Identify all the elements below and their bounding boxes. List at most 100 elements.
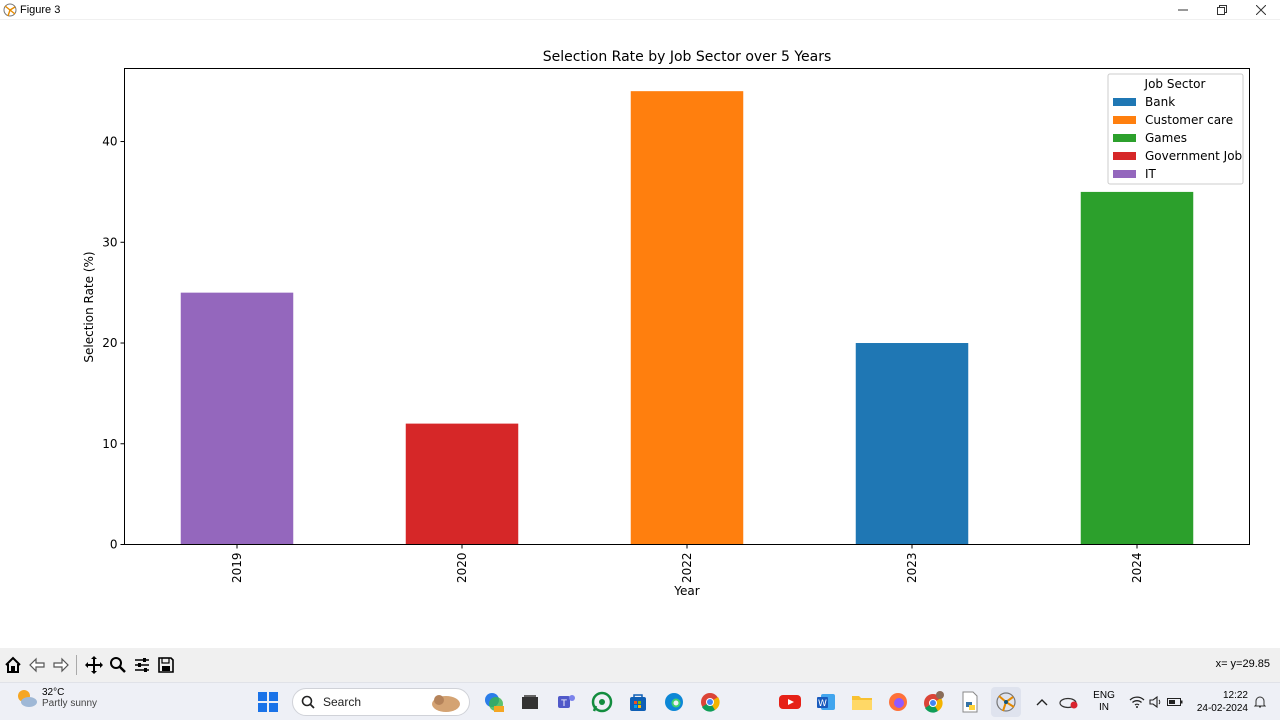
y-tick-label-30: 30: [102, 235, 117, 249]
x-tick-label-2020: 2020: [455, 553, 469, 584]
folder-app[interactable]: [847, 687, 877, 717]
notifications-button[interactable]: [1251, 687, 1269, 717]
legend-label: IT: [1145, 167, 1157, 181]
x-axis-label: Year: [673, 584, 699, 598]
close-button[interactable]: [1241, 0, 1280, 20]
svg-text:W: W: [818, 699, 827, 709]
minimize-button[interactable]: [1163, 0, 1202, 20]
matplotlib-figure-app[interactable]: [991, 687, 1021, 717]
save-button[interactable]: [155, 654, 177, 676]
svg-text:T: T: [560, 699, 567, 709]
whatsapp-app[interactable]: [587, 687, 617, 717]
forward-icon: [53, 657, 69, 673]
x-tick-label-2022: 2022: [680, 553, 694, 584]
wifi-icon: [1129, 696, 1145, 708]
quick-settings-button[interactable]: [1128, 687, 1184, 717]
bar-chart: Selection Rate by Job Sector over 5 Year…: [82, 49, 1250, 598]
search-icon: [301, 695, 315, 709]
firefox-icon: [889, 693, 907, 711]
y-tick-label-40: 40: [102, 135, 117, 149]
python-editor-app[interactable]: [955, 687, 985, 717]
system-clock[interactable]: 12:22 24-02-2024: [1197, 689, 1248, 715]
home-button[interactable]: [2, 654, 24, 676]
chrome-profile-app[interactable]: [919, 687, 949, 717]
matplotlib-app-icon: [3, 3, 17, 16]
search-label: Search: [323, 695, 362, 709]
teams-app[interactable]: T: [551, 687, 581, 717]
pan-button[interactable]: [83, 654, 105, 676]
legend-label: Games: [1145, 131, 1187, 145]
zoom-icon: [110, 657, 126, 673]
y-tick-label-10: 10: [102, 437, 117, 451]
notification-bell-icon: [1254, 696, 1266, 708]
task-view-icon: [522, 695, 538, 709]
configure-icon: [135, 658, 149, 672]
firefox-app[interactable]: [883, 687, 913, 717]
legend-label: Government Job: [1145, 149, 1242, 163]
legend-swatch: [1113, 170, 1136, 178]
legend-swatch: [1113, 152, 1136, 160]
edge-app[interactable]: [659, 687, 689, 717]
weather-condition: Partly sunny: [42, 698, 98, 709]
legend-label: Bank: [1145, 95, 1175, 109]
y-tick-label-0: 0: [110, 538, 118, 552]
legend-title: Job Sector: [1144, 77, 1206, 91]
navigation-toolbar: x= y=29.85: [0, 648, 1280, 682]
forward-button[interactable]: [50, 654, 72, 676]
input-language[interactable]: ENG IN: [1093, 690, 1115, 714]
legend-frame: [1107, 73, 1244, 185]
file-explorer-app[interactable]: [515, 687, 545, 717]
onedrive-status[interactable]: [1058, 687, 1080, 717]
chrome-profile-icon: [924, 691, 944, 713]
start-button[interactable]: [253, 687, 283, 717]
configure-button[interactable]: [131, 654, 153, 676]
word-app[interactable]: W: [811, 687, 841, 717]
save-icon: [158, 657, 174, 673]
legend-label: Customer care: [1145, 113, 1233, 127]
cursor-coordinates: x= y=29.85: [1215, 658, 1270, 670]
show-hidden-icons-button[interactable]: [1032, 687, 1052, 717]
search-highlight-icon: [432, 695, 460, 712]
language-region: IN: [1099, 702, 1109, 713]
plot-frame: [124, 68, 1250, 545]
window-titlebar: Figure 3: [0, 0, 1280, 20]
volume-icon: [1149, 696, 1161, 708]
figure-canvas[interactable]: Selection Rate by Job Sector over 5 Year…: [0, 20, 1280, 648]
store-icon: [630, 694, 646, 711]
legend-entry-games: Games: [1113, 131, 1187, 145]
bar-2020: [405, 423, 519, 545]
python-file-icon: [962, 691, 978, 713]
weather-widget[interactable]: 32°C Partly sunny: [14, 687, 97, 709]
chevron-up-icon: [1036, 699, 1048, 706]
matplotlib-taskbar-icon: [996, 692, 1016, 712]
copilot-app[interactable]: [479, 687, 509, 717]
restore-icon: [1216, 5, 1227, 15]
onedrive-error-icon: [1059, 697, 1078, 709]
legend-swatch: [1113, 134, 1136, 142]
x-tick-label-2024: 2024: [1130, 553, 1144, 584]
legend-entry-bank: Bank: [1113, 95, 1175, 109]
chrome-app[interactable]: [695, 687, 725, 717]
bar-2024: [1080, 191, 1194, 545]
legend-entry-customer-care: Customer care: [1113, 113, 1233, 127]
y-axis-label: Selection Rate (%): [82, 251, 96, 362]
folder-icon: [852, 696, 872, 710]
minimize-icon: [1177, 9, 1188, 11]
legend-swatch: [1113, 98, 1136, 106]
legend-entry-it: IT: [1113, 167, 1157, 181]
legend-swatch: [1113, 116, 1136, 124]
taskbar-search[interactable]: Search: [292, 688, 470, 716]
back-button[interactable]: [26, 654, 48, 676]
bar-2023: [855, 343, 969, 545]
language-code: ENG: [1093, 690, 1115, 701]
legend: Job Sector Bank Customer care Games Governm…: [1107, 73, 1244, 185]
zoom-button[interactable]: [107, 654, 129, 676]
chart-title: Selection Rate by Job Sector over 5 Year…: [543, 49, 832, 65]
microsoft-store-app[interactable]: [623, 687, 653, 717]
youtube-app[interactable]: [775, 687, 805, 717]
maximize-button[interactable]: [1202, 0, 1241, 20]
x-tick-label-2023: 2023: [905, 553, 919, 584]
bar-2022: [630, 91, 744, 545]
taskbar-apps: Search T W: [250, 687, 1024, 717]
y-tick-label-20: 20: [102, 336, 117, 350]
